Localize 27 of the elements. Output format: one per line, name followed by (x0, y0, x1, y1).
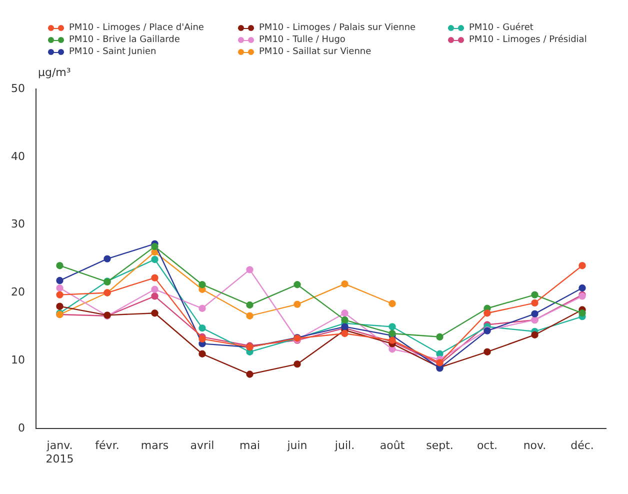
legend-label: PM10 - Guéret (469, 23, 534, 33)
legend-label: PM10 - Saillat sur Vienne (259, 47, 372, 57)
x-tick-label: avril (190, 439, 214, 452)
x-tick-label: mai (239, 439, 260, 452)
legend-label: PM10 - Limoges / Place d'Aine (69, 23, 204, 33)
y-tick-label: 50 (10, 82, 25, 95)
y-axis-title: µg/m³ (37, 65, 72, 79)
y-tick-label: 30 (10, 218, 25, 231)
x-tick-label: nov. (523, 439, 546, 452)
legend-label: PM10 - Limoges / Présidial (469, 35, 587, 45)
legend-label: PM10 - Tulle / Hugo (259, 35, 346, 45)
y-tick-label: 10 (10, 354, 25, 367)
legend-label: PM10 - Brive la Gaillarde (69, 35, 180, 45)
x-tick-label: sept. (426, 439, 454, 452)
x-tick-label: déc. (570, 439, 594, 452)
x-tick-label: janv. 2015 (46, 439, 74, 466)
x-tick-label: juil. (334, 439, 355, 452)
x-tick-label: févr. (95, 439, 120, 452)
x-tick-label: juin (286, 439, 308, 452)
y-tick-label: 0 (18, 421, 25, 434)
legend-label: PM10 - Limoges / Palais sur Vienne (259, 23, 416, 33)
y-tick-label: 40 (10, 150, 25, 163)
x-tick-label: oct. (476, 439, 498, 452)
legend-label: PM10 - Saint Junien (69, 47, 156, 57)
y-tick-label: 20 (10, 286, 25, 299)
x-tick-label: août (380, 439, 406, 452)
x-tick-label: mars (140, 439, 169, 452)
